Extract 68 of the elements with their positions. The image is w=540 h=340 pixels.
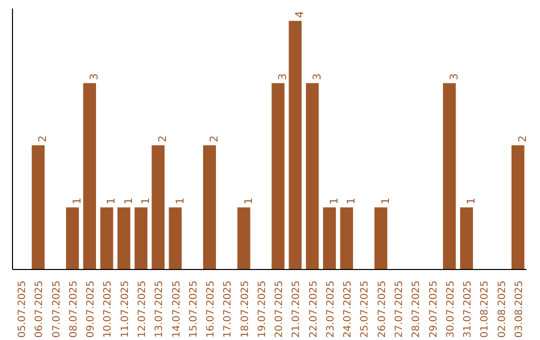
x-tick-label: 20.07.2025 (274, 280, 286, 338)
data-label: 3 (88, 73, 101, 80)
bar (460, 207, 473, 270)
data-label: 3 (447, 73, 460, 80)
x-tick-label: 27.07.2025 (394, 280, 405, 338)
data-label: 2 (208, 135, 221, 142)
x-tick-label: 05.07.2025 (17, 280, 28, 338)
bar (117, 207, 130, 270)
bar (306, 83, 319, 270)
bar (32, 145, 45, 270)
x-tick-label: 19.07.2025 (256, 280, 268, 338)
bar (83, 83, 96, 270)
bar (152, 145, 165, 270)
bar (272, 83, 284, 270)
x-tick-label: 24.07.2025 (342, 280, 354, 338)
bar (168, 207, 182, 270)
x-tick-label: 06.07.2025 (34, 280, 46, 338)
x-tick-label: 01.08.2025 (480, 280, 491, 338)
x-tick-label: 31.07.2025 (462, 280, 474, 338)
data-label: 1 (122, 198, 135, 204)
data-label: 1 (378, 198, 392, 204)
bar (512, 145, 524, 270)
x-tick-label: 28.07.2025 (411, 280, 422, 338)
x-tick-label: 25.07.2025 (360, 280, 371, 338)
data-label: 1 (327, 198, 340, 204)
x-tick-label: 08.07.2025 (68, 280, 80, 338)
x-tick-label: 12.07.2025 (137, 280, 148, 338)
x-tick-label: 13.07.2025 (154, 280, 166, 338)
x-tick-label: 16.07.2025 (206, 280, 217, 338)
bar (203, 145, 216, 270)
x-tick-label: 17.07.2025 (222, 280, 234, 338)
x-tick-label: 14.07.2025 (171, 280, 182, 338)
bar (134, 207, 148, 270)
bar (374, 207, 388, 270)
data-label: 2 (516, 135, 529, 142)
data-label: 1 (139, 198, 152, 204)
bar (288, 20, 302, 270)
x-tick-label: 09.07.2025 (86, 280, 97, 338)
bar (340, 207, 354, 270)
bar (442, 83, 456, 270)
x-tick-label: 11.07.2025 (120, 280, 131, 338)
bar (66, 207, 79, 270)
x-tick-label: 26.07.2025 (376, 280, 388, 338)
x-tick-label: 02.08.2025 (496, 280, 508, 338)
x-tick-label: 15.07.2025 (188, 280, 200, 338)
data-label: 4 (293, 10, 306, 18)
x-tick-label: 18.07.2025 (240, 280, 251, 338)
data-label: 1 (242, 198, 255, 204)
x-tick-label: 21.07.2025 (291, 280, 302, 338)
data-label: 1 (173, 198, 186, 204)
data-label: 3 (276, 73, 290, 80)
x-tick-label: 03.08.2025 (514, 280, 525, 338)
x-tick-label: 29.07.2025 (428, 280, 440, 338)
data-label: 2 (36, 135, 50, 142)
x-tick-label: 07.07.2025 (51, 280, 62, 338)
bar (237, 207, 250, 270)
bar (100, 207, 114, 270)
x-tick-label: 10.07.2025 (102, 280, 114, 338)
data-label: 1 (70, 198, 84, 204)
x-tick-label: 22.07.2025 (308, 280, 320, 338)
data-label: 1 (104, 198, 118, 204)
data-label: 1 (464, 198, 478, 204)
data-label: 3 (310, 73, 324, 80)
x-tick-label: 30.07.2025 (445, 280, 456, 338)
data-label: 2 (156, 135, 170, 142)
x-tick-label: 23.07.2025 (325, 280, 336, 338)
data-label: 1 (344, 198, 358, 204)
bar (323, 207, 336, 270)
